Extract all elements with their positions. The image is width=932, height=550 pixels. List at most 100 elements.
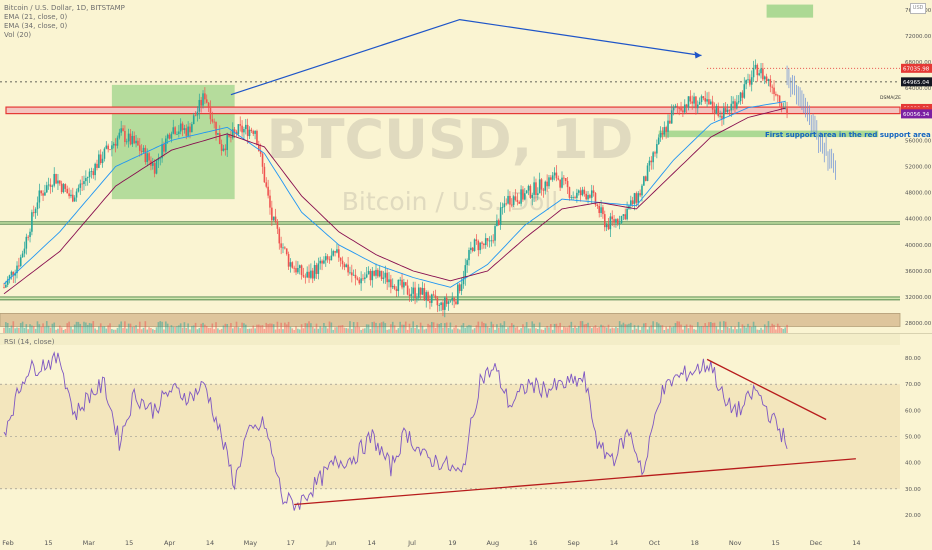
candle-body [455,301,457,304]
legend-rsi[interactable]: RSI (14, close) [4,338,55,346]
volume-bar [687,328,690,333]
volume-bar [427,323,429,333]
volume-bar [347,328,349,333]
candle-body [220,144,223,151]
candle-body [351,272,353,276]
legend-ema21[interactable]: EMA (21, close, 0) [4,13,68,21]
candle-body [166,134,169,139]
volume-bar [630,322,632,333]
volume-bar [179,323,182,333]
volume-bar [626,324,628,333]
volume-bar [490,321,493,333]
candle-body [365,274,368,278]
candle-body [462,278,465,285]
candle-body [53,173,56,186]
candle-body [773,87,775,94]
volume-bar [98,326,100,333]
candle-body [440,302,442,306]
volume-bar [107,325,109,333]
candle-body [672,107,675,111]
candle-body [62,184,65,193]
volume-bar [246,328,249,333]
volume-bar [44,326,46,333]
candle-body [57,180,59,184]
volume-bar [183,322,186,333]
volume-bar [691,325,693,333]
x-tick-label: 17 [287,539,295,547]
volume-bar [453,327,455,333]
candle-body [749,79,751,85]
candle-body [224,148,227,151]
candle-body [576,192,578,198]
candle-body [256,130,258,145]
candle-body [358,279,361,284]
candle-body [524,193,526,200]
candle-body [31,212,33,232]
volume-bar [202,322,204,333]
volume-bar [546,325,548,333]
volume-bar [395,329,398,333]
volume-bar [336,327,338,333]
candle-body [410,293,413,297]
candle-body [245,124,247,130]
candle-body [168,134,171,139]
volume-bar [611,327,614,333]
candle-body [745,79,747,85]
candle-body [711,101,714,110]
legend-symbol[interactable]: Bitcoin / U.S. Dollar, 1D, BITSTAMP [4,4,125,12]
volume-bar [276,321,279,333]
volume-bar [261,325,264,333]
volume-bar [62,329,65,333]
volume-bar [373,321,375,333]
volume-bar [470,325,472,333]
legend-volume[interactable]: Vol (20) [4,31,32,39]
candle-body [596,204,599,206]
candle-body [516,199,519,202]
candle-body [507,195,509,204]
candle-body [326,256,329,260]
candle-body [36,202,39,210]
watermark-symbol: BTCUSD, 1D [267,108,634,171]
candle-body [475,239,478,242]
candle-body [730,103,733,111]
volume-bar [235,321,238,333]
candle-body [107,145,109,150]
candle-body [228,135,230,137]
volume-bar [414,328,416,333]
candle-body [64,184,67,189]
support-annotation: First support area in the red support ar… [765,131,932,139]
legend-ema34[interactable]: EMA (34, close, 0) [4,22,68,30]
candle-body [187,126,189,136]
volume-bar [458,329,461,333]
candle-body [377,269,379,277]
candle-body [624,214,627,220]
volume-bar [419,322,422,333]
candle-body [209,108,212,120]
candle-body [525,190,528,194]
currency-button[interactable]: USD [910,3,926,14]
candle-body [144,147,147,163]
volume-bar [103,326,106,333]
volume-bar [278,328,281,333]
volume-bar [298,329,301,333]
candle-body [146,153,149,163]
price-tag-bg [901,63,932,73]
candle-body [66,188,69,194]
candle-body [708,99,710,105]
candle-body [347,264,349,273]
volume-bar [125,328,128,333]
candle-body [75,191,78,198]
candle-body [427,292,429,302]
candle-body [518,201,521,204]
candle-body [235,131,238,135]
volume-bar [92,321,95,333]
candle-body [116,137,119,146]
candle-body [754,64,757,68]
candle-body [27,236,29,238]
volume-bar [213,329,215,333]
volume-bar [274,329,277,333]
candle-body [607,224,610,230]
candle-body [217,133,219,135]
candle-body [535,182,537,196]
